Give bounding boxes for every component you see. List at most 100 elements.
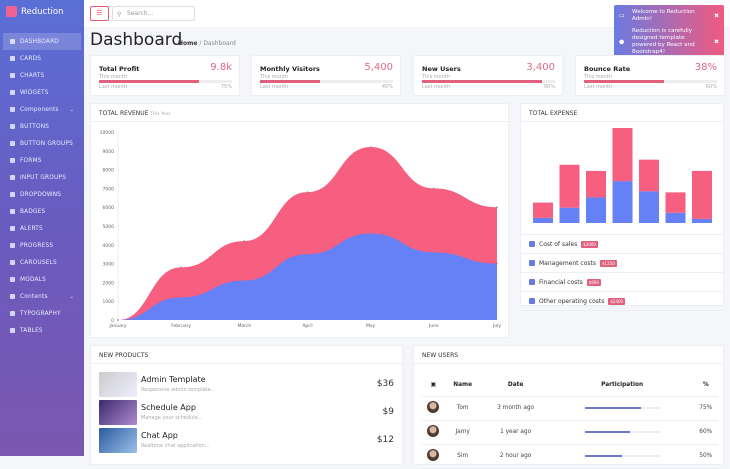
expense-icon — [529, 241, 535, 247]
toast-text: Reduction is carefully designed template… — [632, 28, 695, 55]
y-tick-label: 0 — [111, 318, 114, 324]
expense-label: Cost of sales — [539, 240, 578, 248]
bar-4-series-0 — [639, 191, 659, 223]
data-point — [369, 232, 372, 235]
product-item[interactable]: Admin Template Responsive admin template.… — [91, 370, 402, 398]
product-image — [99, 399, 137, 425]
sidebar-item-buttons[interactable]: BUTTONS — [3, 118, 81, 135]
sidebar-item-label: CAROUSELS — [20, 259, 57, 266]
close-icon[interactable]: ✖ — [713, 38, 719, 46]
bar-5-series-1 — [665, 192, 686, 213]
product-desc: Manage your schedule... — [141, 415, 203, 421]
data-point — [243, 240, 246, 242]
stat-card: Bounce Rate 38% This month Last month 60% — [575, 55, 725, 96]
stat-card: Total Profit 9.8k This month Last month 75% — [90, 55, 240, 96]
sidebar-item-components[interactable]: Components ⌄ — [3, 101, 81, 118]
user-name: Tom — [444, 396, 481, 421]
stat-label: New Users — [422, 65, 461, 73]
participation-bar — [584, 406, 660, 409]
area-series-1 — [118, 233, 497, 320]
table-row[interactable]: Sim 2 hour ago 50% — [422, 444, 718, 469]
sidebar-item-alerts[interactable]: ALERTS — [3, 220, 81, 237]
table-row[interactable]: Jamy 1 year ago 60% — [422, 420, 718, 445]
toast-welcome: ▭ Welcome to Reduction Admin! ✖ — [614, 5, 724, 27]
y-tick-label: 2000 — [103, 280, 115, 286]
expense-item[interactable]: Management costs $1250 — [521, 254, 723, 273]
data-point — [306, 253, 309, 255]
sidebar-item-label: CARDS — [20, 55, 42, 62]
nav-icon — [10, 192, 15, 197]
y-tick-label: 4000 — [103, 243, 115, 249]
sidebar-item-label: ALERTS — [20, 225, 43, 232]
revenue-title: TOTAL REVENUE — [99, 110, 149, 117]
brand[interactable]: Reduction — [0, 0, 84, 23]
stat-this-month: This month — [99, 74, 128, 80]
sidebar-item-label: BUTTONS — [20, 123, 50, 130]
product-item[interactable]: Schedule App Manage your schedule... $9 — [91, 398, 402, 426]
sidebar-item-dashboard[interactable]: DASHBOARD — [3, 33, 81, 50]
stat-value: 38% — [694, 62, 717, 73]
expense-badge: $890 — [586, 278, 601, 286]
stat-label: Total Profit — [99, 65, 140, 73]
stat-this-month: This month — [584, 74, 613, 80]
nav-icon — [10, 56, 15, 61]
bar-4-series-1 — [639, 159, 659, 192]
sidebar-item-dropdowns[interactable]: DROPDOWNS — [3, 186, 81, 203]
sidebar-item-label: WIDGETS — [20, 89, 49, 96]
y-tick-label: 7000 — [103, 186, 115, 192]
expense-label: Management costs — [539, 259, 597, 267]
search-placeholder: Search... — [127, 10, 154, 17]
col-date: Date — [480, 374, 551, 397]
x-tick-label: April — [302, 323, 312, 329]
stat-percent: 60% — [705, 84, 717, 90]
expense-item[interactable]: Cost of sales $3000 — [521, 235, 723, 254]
logo-icon — [6, 6, 17, 17]
sidebar-item-forms[interactable]: FORMS — [3, 152, 81, 169]
participation-bar — [584, 430, 660, 433]
expense-badge: $2400 — [608, 297, 626, 305]
sidebar-item-contents[interactable]: Contents ⌄ — [3, 288, 81, 305]
table-row[interactable]: Tom 3 month ago 75% — [422, 396, 718, 421]
nav-icon — [10, 39, 15, 44]
nav-icon — [10, 141, 15, 146]
expense-card: TOTAL EXPENSE Cost of sales $3000 Manageme… — [520, 103, 724, 311]
nav-icon — [10, 328, 15, 333]
sidebar-item-charts[interactable]: CHARTS — [3, 67, 81, 84]
sidebar-item-tables[interactable]: TABLES — [3, 322, 81, 339]
sidebar-item-label: BUTTON GROUPS — [20, 140, 74, 147]
avatar — [427, 401, 440, 413]
sidebar-item-carousels[interactable]: CAROUSELS — [3, 254, 81, 271]
sidebar-item-button-groups[interactable]: BUTTON GROUPS — [3, 135, 81, 152]
x-tick-label: January — [108, 323, 126, 329]
product-image — [99, 427, 137, 453]
sidebar-item-progress[interactable]: PROGRESS — [3, 237, 81, 254]
search-input[interactable]: ⚲ Search... — [112, 6, 195, 21]
stat-value: 9.8k — [210, 62, 232, 73]
product-item[interactable]: Chat App Realtime chat application... $12 — [91, 426, 402, 454]
data-point — [243, 279, 246, 282]
revenue-card: TOTAL REVENUE This Year 0 1000 2000 3000 400… — [90, 103, 509, 338]
sidebar-item-widgets[interactable]: WIDGETS — [3, 84, 81, 101]
close-icon[interactable]: ✖ — [713, 12, 719, 20]
sidebar-item-modals[interactable]: MODALS — [3, 271, 81, 288]
y-tick-label: 6000 — [103, 205, 115, 211]
sidebar-item-typography[interactable]: TYPOGRAPHY — [3, 305, 81, 322]
expense-title: TOTAL EXPENSE — [521, 104, 723, 122]
user-percent: 75% — [693, 396, 718, 421]
sidebar-item-cards[interactable]: CARDS — [3, 50, 81, 67]
bar-1-series-0 — [559, 207, 580, 223]
stat-percent: 45% — [381, 84, 393, 90]
nav-icon — [10, 209, 15, 214]
breadcrumb-home[interactable]: Home — [178, 40, 198, 47]
sidebar-item-badges[interactable]: BADGES — [3, 203, 81, 220]
product-desc: Realtime chat application... — [141, 443, 210, 449]
stat-progress — [260, 80, 393, 83]
stat-value: 5,400 — [364, 62, 393, 73]
page-title: Dashboard — [90, 30, 183, 50]
sidebar-item-label: CHARTS — [20, 72, 45, 79]
expense-item[interactable]: Other operating costs $2400 — [521, 292, 723, 311]
expense-item[interactable]: Financial costs $890 — [521, 273, 723, 292]
menu-toggle-button[interactable]: ☰ — [90, 6, 109, 21]
product-desc: Responsive admin template... — [141, 387, 216, 393]
sidebar-item-input-groups[interactable]: INPUT GROUPS — [3, 169, 81, 186]
